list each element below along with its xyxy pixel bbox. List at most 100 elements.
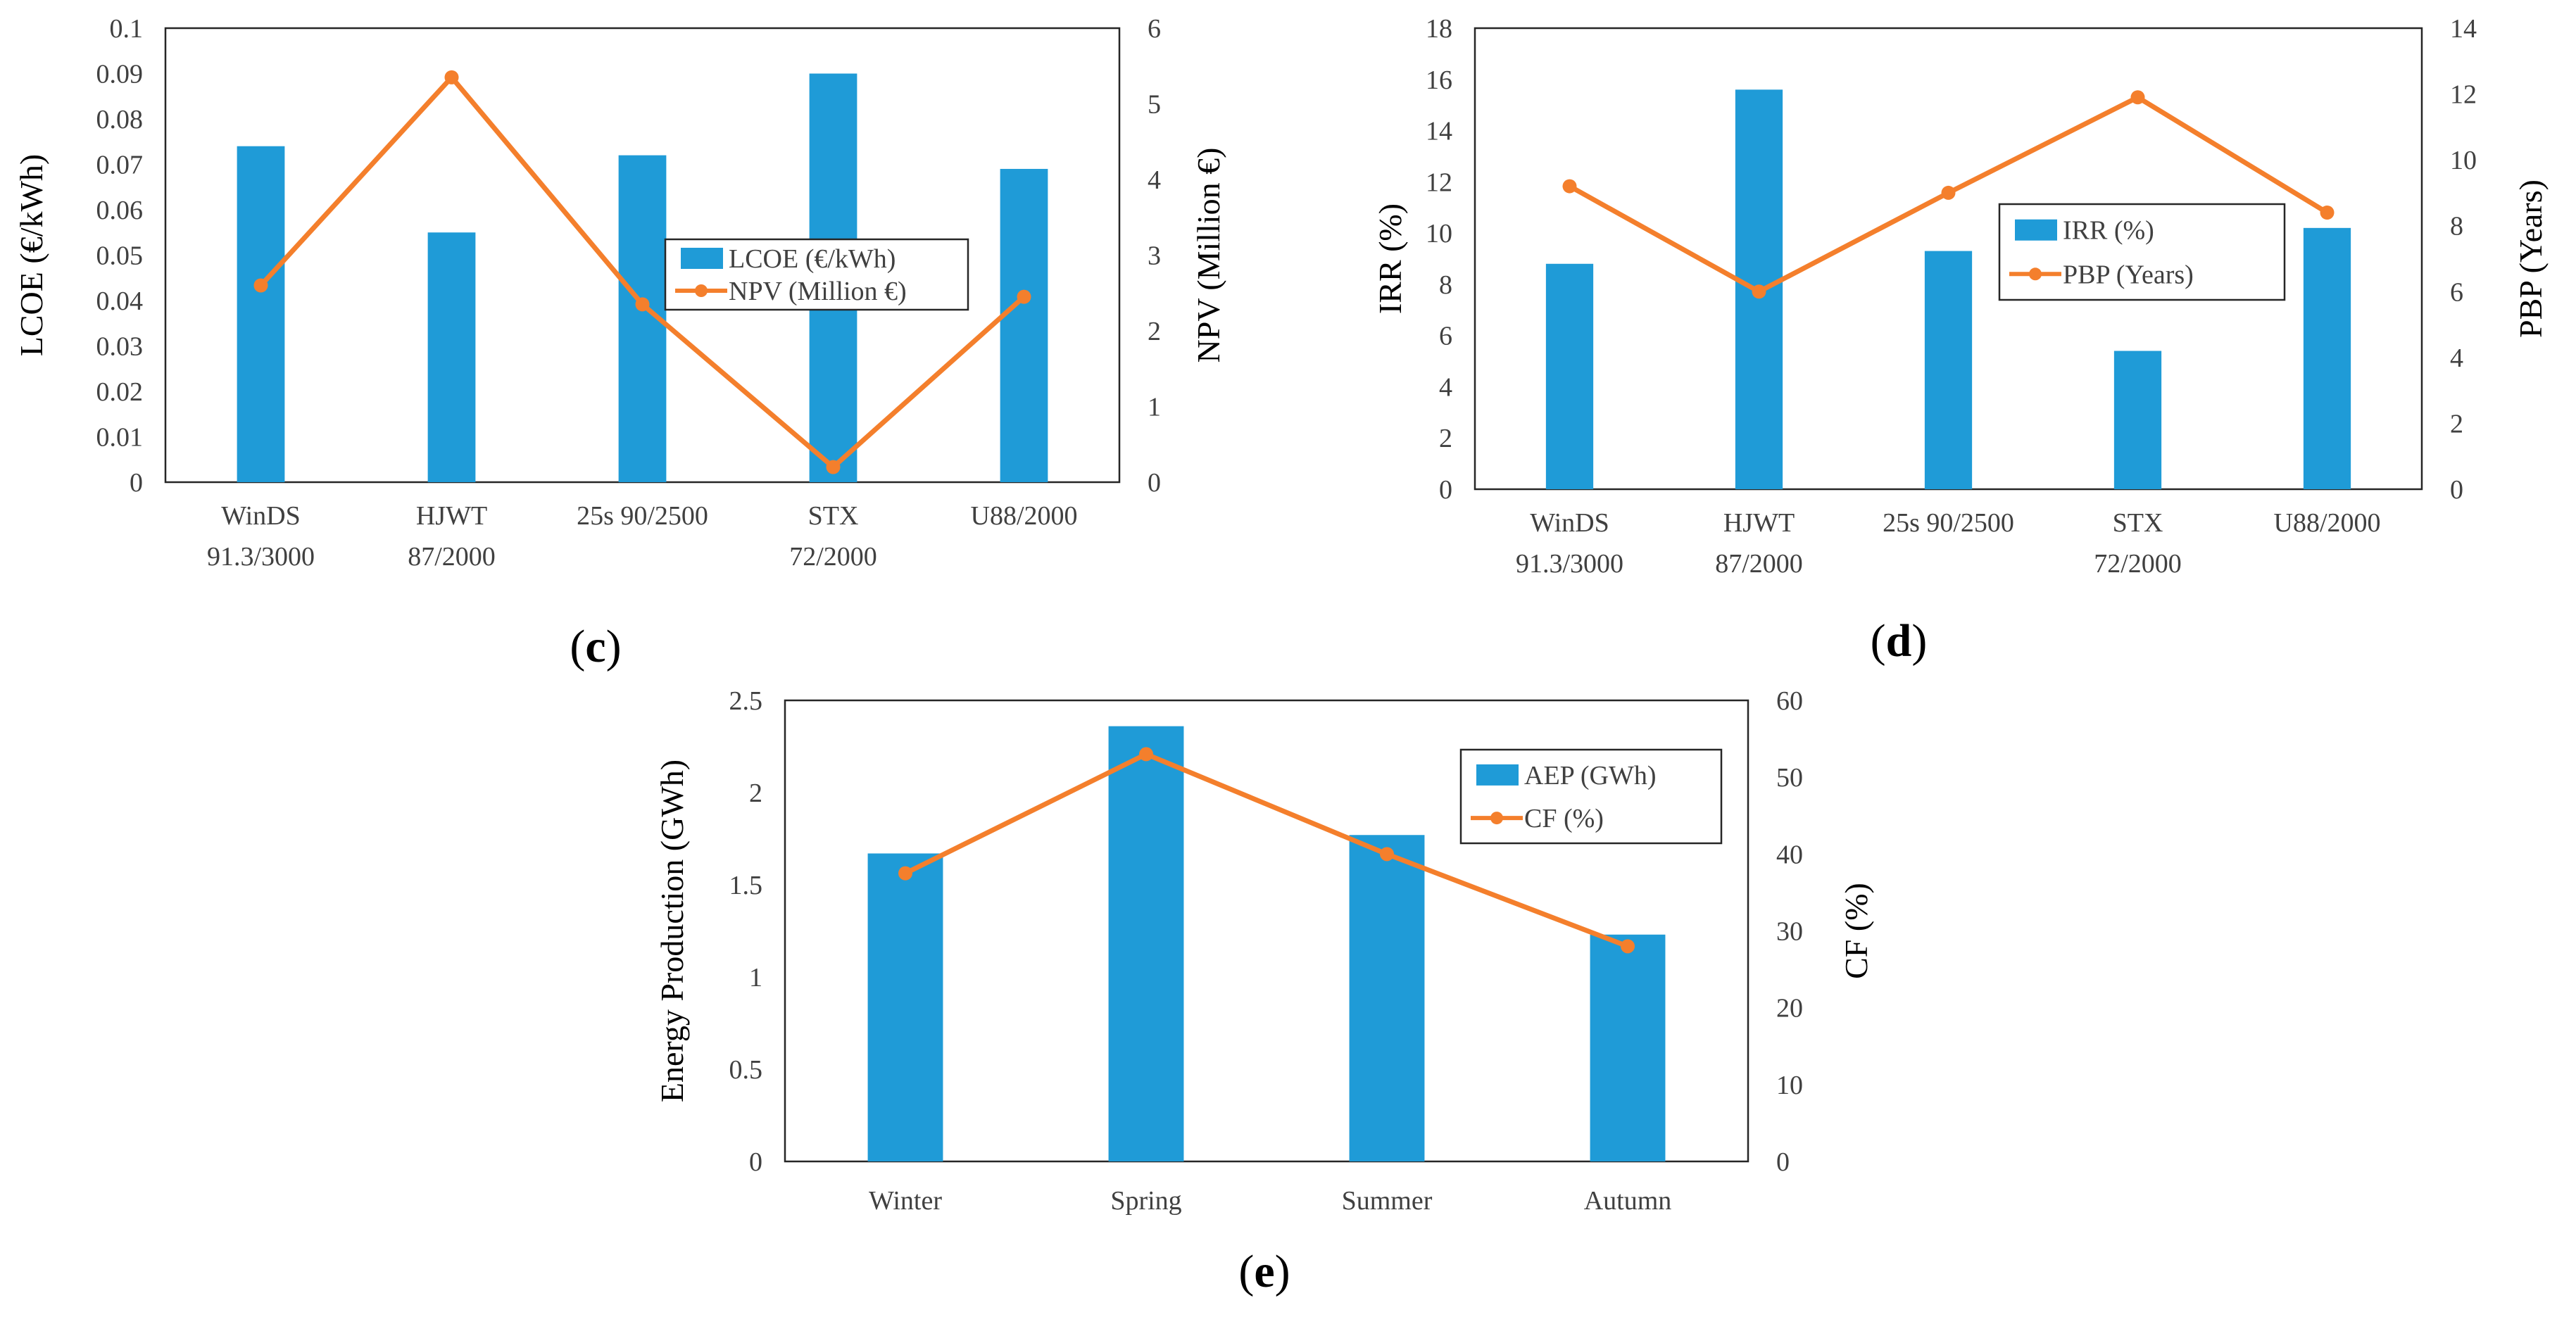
right-tick-label: 6 bbox=[1148, 14, 1161, 44]
line-series-e bbox=[904, 751, 1629, 949]
right-axis-title: PBP (Years) bbox=[2513, 179, 2549, 338]
left-axis-title: LCOE (€/kWh) bbox=[13, 154, 49, 356]
right-tick-label: 5 bbox=[1148, 90, 1161, 120]
right-tick-label: 2 bbox=[1148, 317, 1161, 346]
right-axis-title: CF (%) bbox=[1838, 883, 1874, 979]
left-tick-label: 14 bbox=[1426, 117, 1452, 146]
right-tick-label: 8 bbox=[2450, 212, 2463, 241]
legend-line-label: CF (%) bbox=[1524, 804, 1604, 833]
line-point-d-4 bbox=[2320, 206, 2335, 220]
legend-bar-label: IRR (%) bbox=[2063, 216, 2154, 246]
left-tick-label: 0 bbox=[130, 468, 143, 498]
left-tick-label: 0.1 bbox=[110, 14, 144, 44]
right-tick-label: 50 bbox=[1776, 763, 1803, 793]
right-tick-label: 10 bbox=[2450, 146, 2477, 175]
left-tick-label: 0.05 bbox=[96, 241, 144, 271]
left-tick-label: 0.08 bbox=[96, 105, 144, 134]
category-label: U88/2000 bbox=[971, 501, 1078, 531]
left-axis-title: IRR (%) bbox=[1372, 203, 1408, 314]
chart-panel-d: 0 2 4 6 8 10 12 14 16 18 0 2 4 6 8 10 12 14 IRR (%) PBP (Ye… bbox=[1372, 14, 2549, 667]
left-tick-label: 16 bbox=[1426, 65, 1452, 95]
category-label: HJWT 87/2000 bbox=[408, 501, 496, 572]
category-label: Autumn bbox=[1584, 1186, 1672, 1216]
right-tick-label: 2 bbox=[2450, 409, 2463, 439]
left-tick-label: 2.5 bbox=[729, 686, 763, 716]
right-tick-label: 0 bbox=[1148, 468, 1161, 498]
line-point-e-0 bbox=[898, 866, 912, 881]
legend-line-marker bbox=[2029, 267, 2042, 281]
left-tick-label: 0.01 bbox=[96, 423, 144, 453]
left-tick-label: 18 bbox=[1426, 14, 1452, 44]
legend-line-marker bbox=[1490, 812, 1503, 825]
legend-bar-label: LCOE (€/kWh) bbox=[729, 244, 896, 274]
right-tick-label: 20 bbox=[1776, 994, 1803, 1023]
left-tick-label: 0 bbox=[749, 1147, 762, 1177]
line-point-d-0 bbox=[1562, 179, 1577, 194]
left-tick-label: 0.06 bbox=[96, 196, 144, 225]
left-tick-label: 0.09 bbox=[96, 60, 144, 89]
left-tick-label: 8 bbox=[1439, 270, 1452, 300]
plot-area-e bbox=[784, 699, 1749, 1163]
category-label: 25s 90/2500 bbox=[1883, 508, 2014, 538]
right-tick-label: 30 bbox=[1776, 917, 1803, 947]
line-point-d-1 bbox=[1752, 284, 1766, 299]
line-point-d-3 bbox=[2130, 90, 2145, 105]
left-tick-label: 6 bbox=[1439, 322, 1452, 351]
line-point-c-1 bbox=[444, 70, 459, 84]
right-tick-label: 0 bbox=[2450, 475, 2463, 505]
left-tick-label: 0.5 bbox=[729, 1055, 763, 1085]
line-point-d-2 bbox=[1941, 185, 1956, 200]
chart-panel-c: 0 0.01 0.02 0.03 0.04 0.05 0.06 0.07 0.08 0.09 0.1… bbox=[13, 14, 1226, 672]
right-axis-title: NPV (Million €) bbox=[1190, 148, 1226, 363]
left-tick-label: 2 bbox=[1439, 424, 1452, 453]
left-tick-label: 0.02 bbox=[96, 377, 144, 407]
right-tick-label: 60 bbox=[1776, 686, 1803, 716]
right-tick-label: 40 bbox=[1776, 840, 1803, 869]
legend-box bbox=[1998, 203, 2286, 301]
category-label: STX 72/2000 bbox=[789, 501, 877, 572]
left-tick-label: 0.07 bbox=[96, 151, 144, 180]
legend-line-label: NPV (Million €) bbox=[729, 277, 907, 306]
legend-bar-swatch bbox=[1476, 764, 1519, 786]
right-tick-label: 14 bbox=[2450, 14, 2477, 44]
panel-label-e: (e) bbox=[1238, 1246, 1290, 1297]
right-tick-label: 4 bbox=[2450, 344, 2463, 373]
bar-d-2 bbox=[1924, 251, 1973, 489]
left-tick-label: 1 bbox=[749, 963, 762, 993]
bar-d-0 bbox=[1545, 263, 1594, 489]
right-tick-label: 12 bbox=[2450, 80, 2477, 110]
left-tick-label: 10 bbox=[1426, 219, 1452, 248]
chart-panel-e: 0 0.5 1 1.5 2 2.5 0 10 20 30 40 50 60 Energy Producti… bbox=[654, 686, 1874, 1297]
left-tick-label: 0.03 bbox=[96, 332, 144, 362]
line-point-c-3 bbox=[826, 460, 841, 474]
bar-c-1 bbox=[427, 232, 476, 482]
bar-c-0 bbox=[237, 146, 285, 482]
line-point-c-4 bbox=[1017, 289, 1031, 304]
legend-e: AEP (GWh) CF (%) bbox=[1459, 748, 1723, 845]
category-label: Winter bbox=[869, 1186, 942, 1216]
legend-bar-swatch bbox=[681, 248, 723, 269]
category-label: WinDS 91.3/3000 bbox=[207, 501, 315, 572]
category-label: STX 72/2000 bbox=[2094, 508, 2182, 579]
left-tick-label: 0 bbox=[1439, 475, 1452, 505]
category-label: Spring bbox=[1110, 1186, 1181, 1216]
panel-label-d: (d) bbox=[1871, 615, 1928, 667]
legend-line-marker bbox=[695, 284, 708, 297]
line-point-c-0 bbox=[253, 278, 268, 293]
legend-c: LCOE (€/kWh) NPV (Million €) bbox=[664, 238, 969, 311]
category-label: Summer bbox=[1342, 1186, 1433, 1216]
line-point-c-2 bbox=[635, 297, 650, 312]
left-tick-label: 2 bbox=[749, 779, 762, 808]
left-tick-label: 0.04 bbox=[96, 286, 144, 316]
panel-label-c: (c) bbox=[570, 621, 621, 672]
right-tick-label: 4 bbox=[1148, 165, 1161, 195]
bar-c-4 bbox=[1000, 168, 1048, 482]
bar-e-3 bbox=[1590, 934, 1666, 1161]
right-tick-label: 1 bbox=[1148, 393, 1161, 422]
category-label: HJWT 87/2000 bbox=[1715, 508, 1803, 579]
bar-d-3 bbox=[2113, 351, 2162, 489]
right-tick-label: 0 bbox=[1776, 1147, 1790, 1177]
legend-bar-swatch bbox=[2015, 219, 2057, 241]
legend-bar-label: AEP (GWh) bbox=[1524, 761, 1657, 790]
